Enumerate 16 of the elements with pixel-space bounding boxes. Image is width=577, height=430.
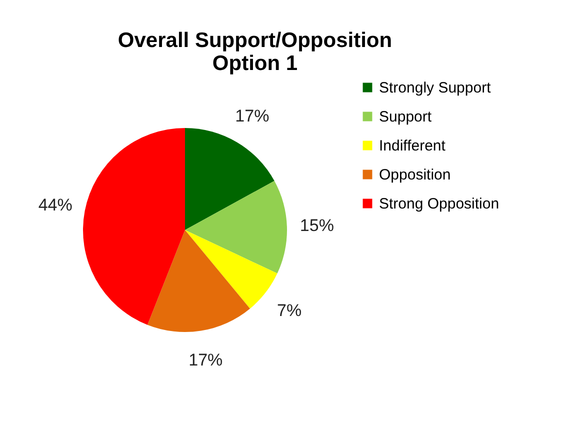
pie-slice — [185, 230, 278, 309]
legend-label: Indifferent — [379, 138, 446, 154]
legend-label: Support — [379, 108, 432, 126]
data-label: 17% — [188, 350, 223, 370]
pie-slice — [147, 230, 250, 332]
data-label: 7% — [277, 300, 302, 320]
legend-label: Strongly Support — [379, 80, 492, 96]
chart-title: Overall Support/Opposition Option 1 — [118, 29, 392, 75]
data-label: 15% — [300, 216, 334, 235]
data-label: 44% — [38, 195, 72, 214]
pie-slice — [185, 180, 287, 274]
legend-label: Opposition — [379, 166, 451, 184]
data-label: 17% — [235, 106, 270, 126]
pie-slice — [83, 128, 185, 325]
pie-slice — [185, 128, 274, 230]
legend-label: Strong Opposition — [379, 196, 500, 212]
